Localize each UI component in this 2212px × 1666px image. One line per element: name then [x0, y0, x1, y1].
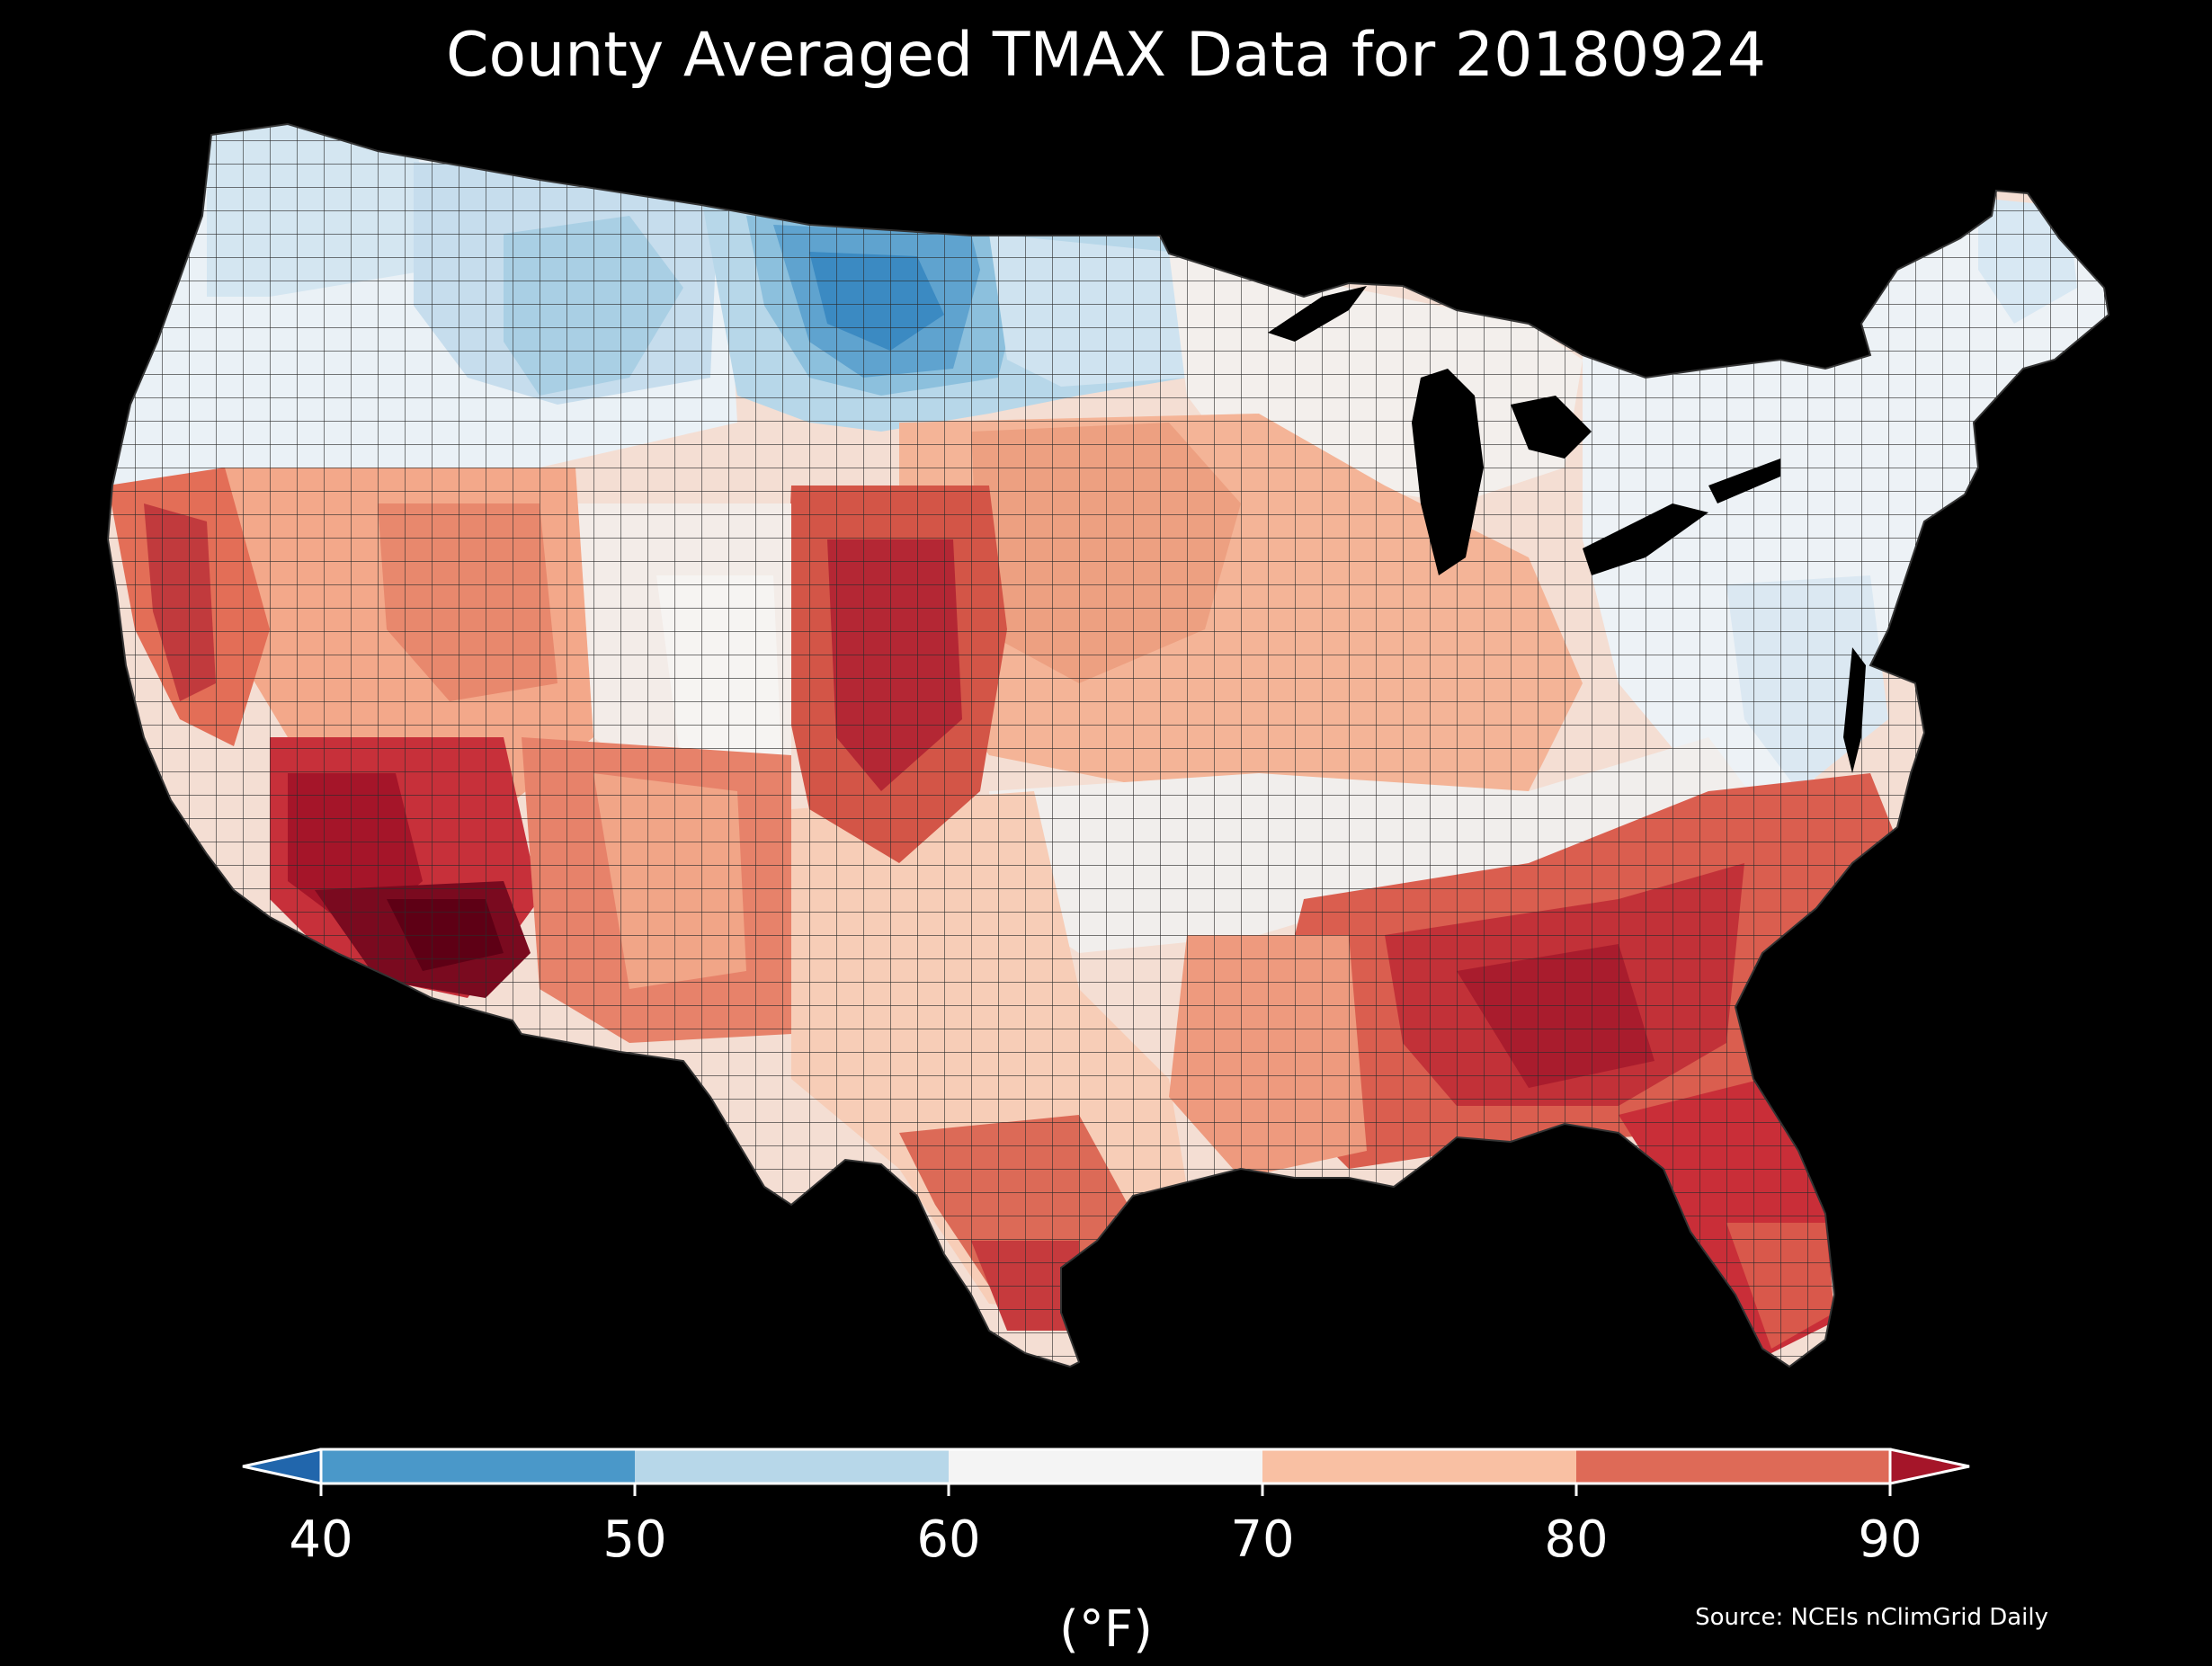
colorbar-high-extension	[1890, 1449, 1969, 1483]
colorbar-low-extension	[243, 1449, 321, 1483]
colorbar-bin	[949, 1449, 1263, 1483]
map-title: County Averaged TMAX Data for 20180924	[446, 20, 1766, 91]
source-credit: Source: NCEIs nClimGrid Daily	[1695, 1604, 2048, 1631]
us-county-tmax-map	[107, 123, 2109, 1368]
colorbar-tick-label: 40	[289, 1510, 353, 1569]
colorbar-tick-label: 80	[1544, 1510, 1609, 1569]
colorbar-tick-label: 60	[916, 1510, 981, 1569]
colorbar-tick-label: 50	[602, 1510, 667, 1569]
colorbar-bin	[635, 1449, 950, 1483]
colorbar-bin	[321, 1449, 636, 1483]
colorbar-bin	[1576, 1449, 1891, 1483]
colorbar-unit-label: (°F)	[1059, 1600, 1153, 1659]
colorbar-tick-label: 70	[1230, 1510, 1295, 1569]
colorbar-tick-label: 90	[1858, 1510, 1922, 1569]
colorbar-bin	[1262, 1449, 1577, 1483]
